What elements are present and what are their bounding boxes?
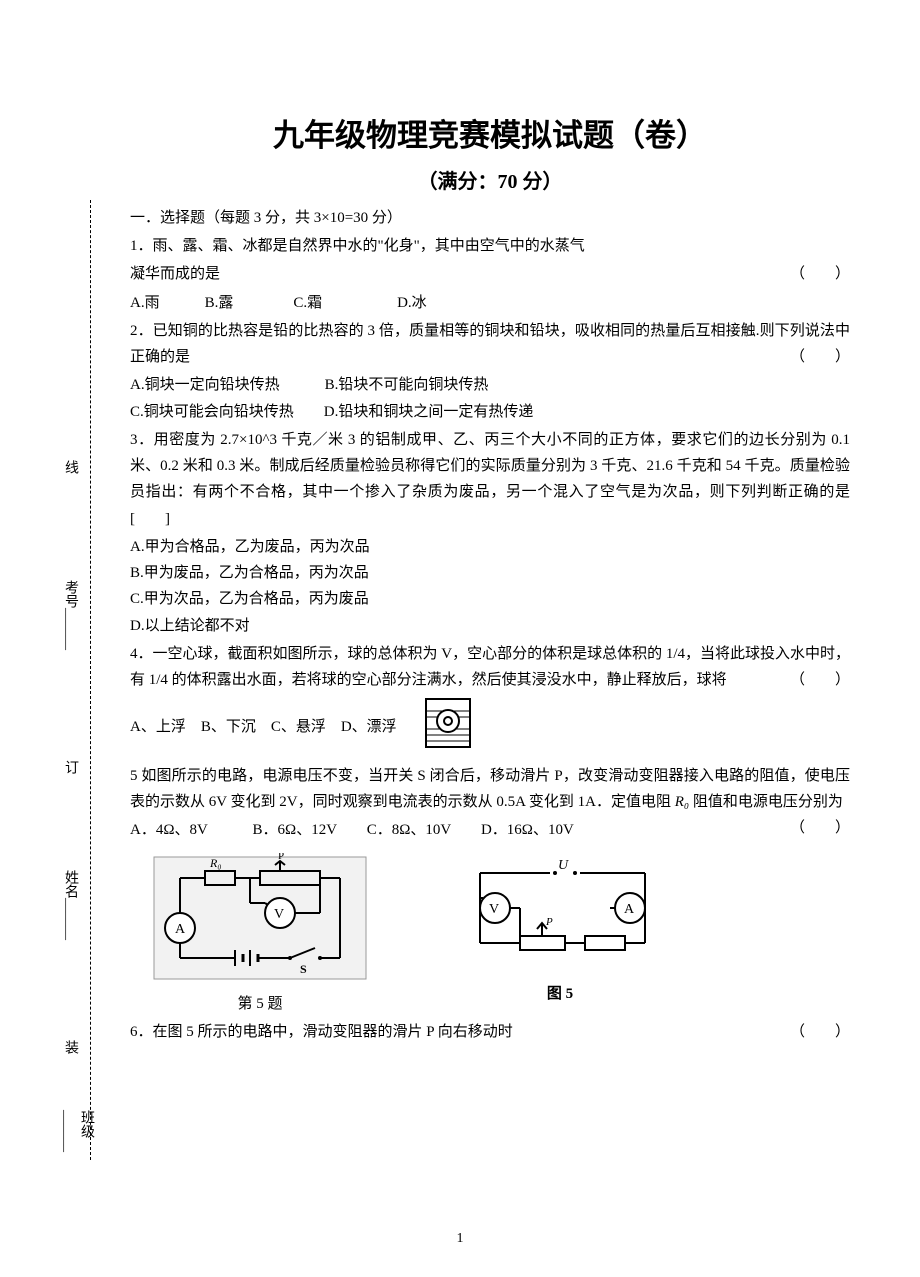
q5-fig-right: U V A	[450, 853, 670, 1003]
q2-optsC: C.铜块可能会向铅块传热 D.铅块和铜块之间一定有热传递	[130, 399, 850, 425]
q4-opts: A、上浮 B、下沉 C、悬浮 D、漂浮	[130, 719, 397, 735]
xian-label: 线	[60, 460, 80, 476]
q3-optD: D.以上结论都不对	[130, 613, 850, 639]
q5-figures: R₀ P A	[150, 853, 850, 1013]
page-subtitle: （满分：70 分）	[130, 165, 850, 194]
svg-text:A: A	[624, 902, 635, 917]
q2-paren: （ ）	[790, 344, 850, 370]
q1-stem2: 凝华而成的是 （ ）	[130, 261, 850, 287]
page-title: 九年级物理竞赛模拟试题（卷）	[130, 110, 850, 155]
q3-stem: 3．用密度为 2.7×10^3 千克／米 3 的铝制成甲、乙、丙三个大小不同的正…	[130, 427, 850, 532]
q6-paren: （ ）	[790, 1019, 850, 1045]
class-label: 班级	[79, 1110, 94, 1138]
name-field: 姓名______	[60, 870, 80, 940]
svg-text:S: S	[300, 962, 307, 976]
q2-stem: 2．已知铜的比热容是铅的比热容的 3 倍，质量相等的铜块和铅块，吸收相同的热量后…	[130, 318, 850, 371]
q5-cap-right: 图 5	[450, 982, 670, 1003]
binding-margin: 班级______ 装 姓名______ 订 考号______ 线	[60, 200, 100, 1160]
q5-r0: R₀	[675, 794, 689, 810]
q1-stem2-text: 凝华而成的是	[130, 266, 220, 282]
page: 班级______ 装 姓名______ 订 考号______ 线 九年级物理竞赛…	[0, 0, 920, 1277]
id-field: 考号______	[60, 580, 80, 650]
q4-figure	[420, 695, 476, 760]
q1-stem1: 1．雨、露、霜、冰都是自然界中水的"化身"，其中由空气中的水蒸气	[130, 233, 850, 259]
page-number: 1	[0, 1231, 920, 1247]
svg-text:R₀: R₀	[209, 856, 222, 870]
q2-optsA: A.铜块一定向铅块传热 B.铅块不可能向铜块传热	[130, 372, 850, 398]
svg-text:P: P	[545, 916, 553, 928]
q4-stem: 4．一空心球，截面积如图所示，球的总体积为 V，空心部分的体积是球总体积的 1/…	[130, 641, 850, 694]
q6-stem: 6．在图 5 所示的电路中，滑动变阻器的滑片 P 向右移动时 （ ）	[130, 1019, 850, 1045]
content-area: 九年级物理竞赛模拟试题（卷） （满分：70 分） 一．选择题（每题 3 分，共 …	[130, 110, 850, 1048]
q5-paren: （ ）	[790, 815, 850, 841]
q5-cap-left: 第 5 题	[150, 992, 370, 1013]
q5-stem: 5 如图所示的电路，电源电压不变，当开关 S 闭合后，移动滑片 P，改变滑动变阻…	[130, 763, 850, 816]
section1-head: 一．选择题（每题 3 分，共 3×10=30 分）	[130, 206, 850, 227]
q3-optC: C.甲为次品，乙为合格品，丙为废品	[130, 586, 850, 612]
zhuang-label: 装	[60, 1040, 80, 1056]
circuit-right-icon: U V A	[450, 853, 670, 973]
beaker-icon	[420, 695, 476, 751]
svg-text:V: V	[489, 902, 499, 917]
id-label: 考号	[63, 580, 78, 608]
q4-stem-text: 4．一空心球，截面积如图所示，球的总体积为 V，空心部分的体积是球总体积的 1/…	[130, 646, 850, 688]
svg-text:P: P	[278, 853, 284, 862]
ding-label: 订	[60, 760, 80, 776]
name-label: 姓名	[63, 870, 78, 898]
q1-opts: A.雨 B.露 C.霜 D.冰	[130, 290, 850, 316]
class-field: 班级______	[60, 1110, 96, 1160]
q3-optA: A.甲为合格品，乙为废品，丙为次品	[130, 534, 850, 560]
q5-opts: A．4Ω、8V B．6Ω、12V C．8Ω、10V D．16Ω、10V	[130, 817, 850, 843]
q2-stem-text: 2．已知铜的比热容是铅的比热容的 3 倍，质量相等的铜块和铅块，吸收相同的热量后…	[130, 323, 850, 365]
q5-fig-left: R₀ P A	[150, 853, 370, 1013]
svg-text:V: V	[274, 907, 284, 922]
circuit-left-icon: R₀ P A	[150, 853, 370, 983]
svg-text:U: U	[558, 858, 569, 873]
q4-opts-row: A、上浮 B、下沉 C、悬浮 D、漂浮	[130, 695, 850, 760]
q4-paren: （ ）	[790, 667, 850, 693]
q1-paren: （ ）	[790, 261, 850, 287]
q3-optB: B.甲为废品，乙为合格品，丙为次品	[130, 560, 850, 586]
q5-stem2: 阻值和电源电压分别为	[693, 794, 843, 810]
q6-stem-text: 6．在图 5 所示的电路中，滑动变阻器的滑片 P 向右移动时	[130, 1024, 513, 1040]
dashed-line	[90, 200, 91, 1160]
svg-text:A: A	[175, 922, 186, 937]
